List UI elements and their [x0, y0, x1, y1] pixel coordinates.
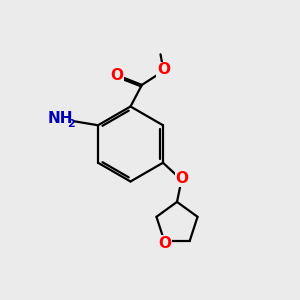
Text: O: O	[110, 68, 123, 82]
Text: 2: 2	[67, 119, 75, 129]
Text: NH: NH	[48, 111, 73, 126]
Text: O: O	[157, 62, 170, 77]
Text: O: O	[158, 236, 171, 251]
Text: O: O	[176, 171, 189, 186]
